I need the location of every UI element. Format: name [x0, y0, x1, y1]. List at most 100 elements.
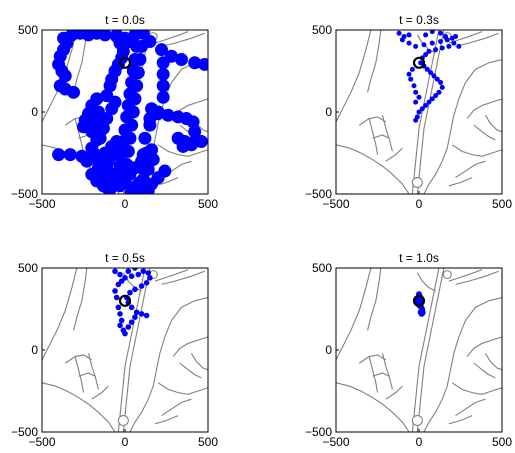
data-point [416, 109, 422, 115]
y-tick-label: −500 [11, 187, 38, 201]
data-point [103, 79, 117, 93]
data-point [135, 161, 149, 175]
panel-4: t = 1.0s −500 0 500 −500 0 500 [305, 251, 512, 449]
data-point [132, 286, 138, 293]
data-point [91, 161, 105, 175]
data-point [419, 106, 425, 112]
y-tick-label: 0 [31, 343, 38, 357]
data-point [413, 43, 419, 49]
x-tick-label: 500 [492, 435, 512, 449]
data-point [125, 184, 139, 194]
data-point [125, 324, 132, 330]
data-point [424, 66, 430, 72]
panel-title: t = 1.0s [399, 251, 439, 265]
data-point [156, 79, 170, 93]
data-point [67, 85, 81, 99]
x-tick-label: −500 [322, 435, 349, 449]
data-point [112, 288, 118, 294]
data-point [421, 42, 427, 48]
data-point [126, 105, 140, 119]
panel-title: t = 0.0s [105, 13, 145, 27]
data-point [194, 135, 208, 149]
data-point [110, 167, 124, 181]
y-tick-label: 0 [325, 105, 332, 119]
data-point [184, 138, 198, 152]
data-point [108, 95, 122, 109]
data-point [63, 148, 77, 162]
data-point [132, 314, 138, 321]
data-point [456, 43, 462, 49]
data-point [411, 83, 417, 89]
x-tick-label: 500 [492, 197, 512, 211]
data-point [156, 90, 170, 104]
axes-frame [41, 267, 209, 433]
data-point [443, 34, 449, 40]
data-point [98, 30, 112, 42]
data-point [158, 164, 172, 178]
data-point [434, 76, 440, 82]
data-point [96, 121, 110, 135]
data-point [417, 309, 424, 316]
data-point [118, 317, 125, 324]
data-point [426, 48, 432, 54]
x-tick-label: 500 [198, 197, 218, 211]
series-1 [52, 30, 208, 194]
data-point [136, 148, 150, 162]
data-point [155, 43, 169, 57]
reference-marker [412, 294, 426, 307]
y-tick-label: −500 [305, 425, 332, 439]
data-point [431, 73, 437, 79]
data-point [151, 107, 165, 121]
y-tick-label: 0 [325, 343, 332, 357]
data-point [121, 144, 135, 158]
data-point [418, 60, 424, 66]
x-tick-label: −500 [322, 197, 349, 211]
data-point [143, 279, 150, 286]
data-point [138, 311, 145, 317]
data-point [426, 99, 432, 105]
data-point [118, 278, 125, 284]
reference-marker [412, 56, 426, 69]
data-point [451, 40, 457, 46]
panel-2: t = 0.3s −500 0 500 −500 0 500 [305, 13, 512, 211]
data-point [145, 270, 152, 276]
data-point [138, 131, 152, 145]
y-tick-label: 500 [312, 23, 332, 37]
panel-1: t = 0.0s −500 0 500 −500 0 500 [11, 13, 218, 211]
data-point [429, 30, 435, 35]
data-point [446, 43, 452, 49]
data-point [433, 47, 439, 53]
reference-marker [118, 294, 132, 307]
data-point [140, 268, 147, 275]
data-point [133, 53, 147, 67]
y-tick-label: −500 [305, 187, 332, 201]
data-point [135, 271, 142, 278]
data-point [91, 105, 105, 119]
x-tick-label: −500 [28, 197, 55, 211]
data-point [408, 76, 414, 82]
series-1 [112, 268, 153, 337]
data-point [416, 94, 422, 100]
data-point [406, 40, 412, 46]
y-tick-label: 500 [18, 23, 38, 37]
plot-area [42, 30, 208, 194]
road-map [336, 268, 502, 432]
data-point [117, 322, 123, 329]
data-point [116, 157, 130, 171]
data-point [188, 125, 202, 139]
data-point [414, 297, 421, 304]
data-point [156, 67, 170, 81]
data-point [128, 319, 135, 325]
data-point [143, 34, 157, 48]
data-point [428, 70, 434, 76]
data-point [125, 118, 139, 132]
y-tick-label: 500 [312, 261, 332, 275]
data-point [429, 96, 435, 102]
data-point [188, 56, 202, 70]
x-tick-label: 0 [416, 435, 423, 449]
data-point [100, 180, 114, 194]
data-point [58, 69, 72, 83]
plot-area [42, 268, 208, 432]
x-tick-label: 0 [416, 197, 423, 211]
data-point [401, 34, 407, 40]
